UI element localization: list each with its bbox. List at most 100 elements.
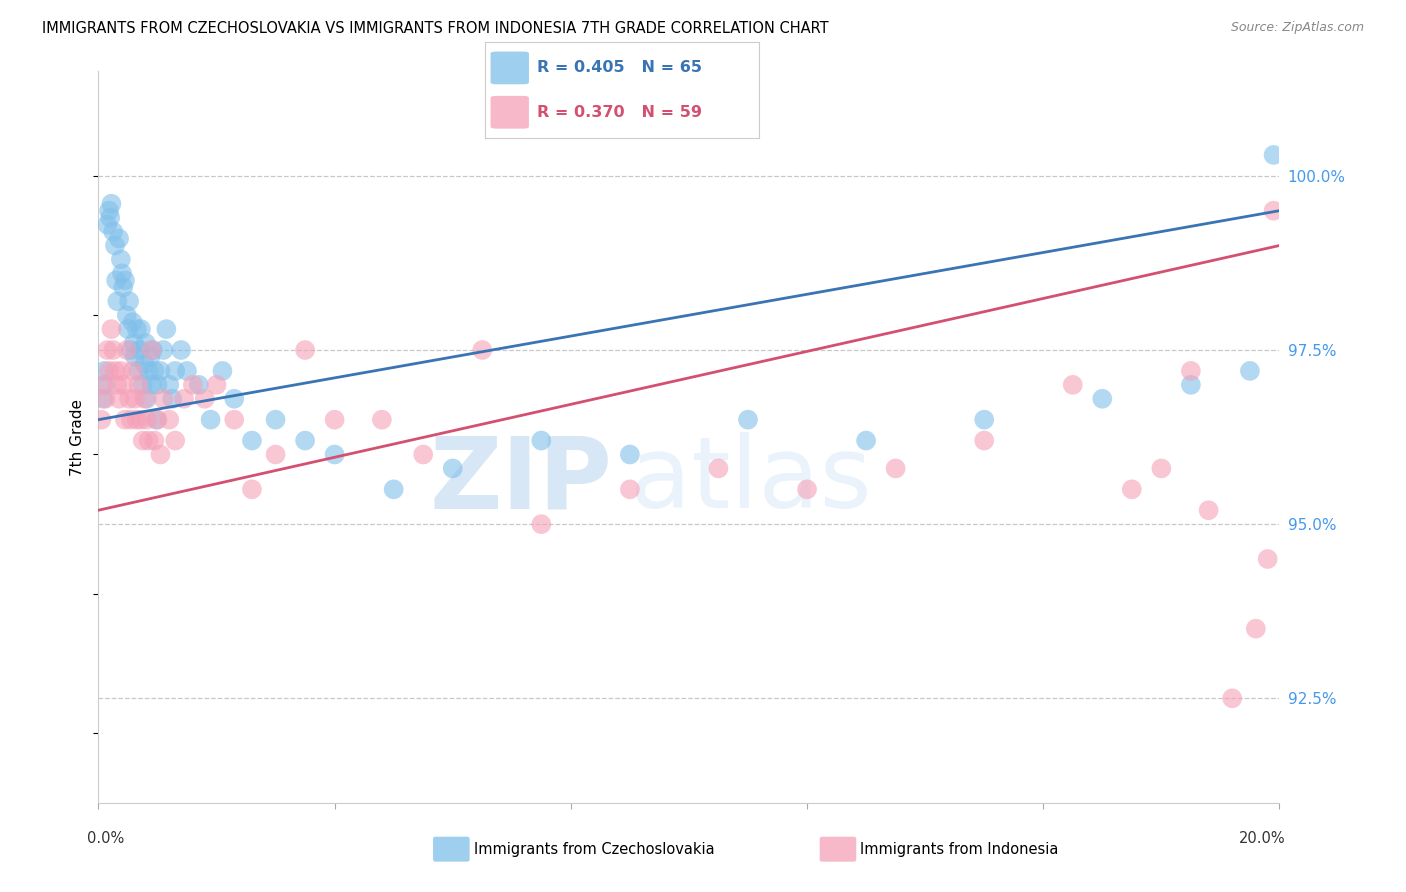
Point xyxy=(1062,377,1084,392)
Point xyxy=(176,364,198,378)
Text: R = 0.370   N = 59: R = 0.370 N = 59 xyxy=(537,104,702,120)
Point xyxy=(155,322,177,336)
Point xyxy=(96,343,118,357)
Point xyxy=(132,377,155,392)
Point xyxy=(1121,483,1143,497)
Point xyxy=(129,322,152,336)
Point xyxy=(1263,148,1285,162)
Point xyxy=(143,434,166,448)
Point xyxy=(796,483,818,497)
Point xyxy=(120,412,142,426)
Point xyxy=(737,412,759,426)
Point xyxy=(143,364,166,378)
Point xyxy=(157,377,180,392)
Point xyxy=(103,343,125,357)
Point xyxy=(152,343,174,357)
Point xyxy=(382,483,405,497)
Point xyxy=(707,461,730,475)
Point xyxy=(619,483,641,497)
Text: R = 0.405   N = 65: R = 0.405 N = 65 xyxy=(537,61,702,76)
Point xyxy=(141,343,163,357)
Point xyxy=(112,377,135,392)
Text: atlas: atlas xyxy=(630,433,872,530)
Point xyxy=(142,343,165,357)
Point xyxy=(170,343,193,357)
Point xyxy=(118,294,141,309)
Point xyxy=(104,238,127,252)
Point xyxy=(124,350,146,364)
Point xyxy=(412,448,434,462)
Point xyxy=(114,273,136,287)
Point xyxy=(94,377,117,392)
Text: IMMIGRANTS FROM CZECHOSLOVAKIA VS IMMIGRANTS FROM INDONESIA 7TH GRADE CORRELATIO: IMMIGRANTS FROM CZECHOSLOVAKIA VS IMMIGR… xyxy=(42,21,828,36)
Point xyxy=(135,412,157,426)
Point xyxy=(884,461,907,475)
Point xyxy=(138,364,160,378)
Point xyxy=(264,448,287,462)
Point xyxy=(194,392,217,406)
Point xyxy=(114,412,136,426)
Point xyxy=(294,343,316,357)
Point xyxy=(139,350,162,364)
Point xyxy=(108,392,131,406)
Point xyxy=(1263,203,1285,218)
Point xyxy=(129,412,152,426)
Point xyxy=(128,343,150,357)
Text: 0.0%: 0.0% xyxy=(87,831,124,847)
Point xyxy=(103,225,125,239)
Point xyxy=(91,392,114,406)
Point xyxy=(224,392,246,406)
Point xyxy=(146,377,169,392)
Point xyxy=(165,364,187,378)
Point xyxy=(149,448,172,462)
Point xyxy=(100,196,122,211)
Text: Immigrants from Indonesia: Immigrants from Indonesia xyxy=(860,842,1059,856)
Point xyxy=(128,377,150,392)
Point xyxy=(145,412,167,426)
Point xyxy=(132,434,155,448)
Point xyxy=(200,412,222,426)
Point xyxy=(1220,691,1243,706)
Point xyxy=(124,392,146,406)
Point xyxy=(108,231,131,245)
Point xyxy=(264,412,287,426)
Point xyxy=(110,364,132,378)
Point xyxy=(100,322,122,336)
Point xyxy=(112,280,135,294)
Point xyxy=(120,343,142,357)
Point xyxy=(141,377,163,392)
Point xyxy=(135,336,157,351)
Point xyxy=(619,448,641,462)
Point xyxy=(165,434,187,448)
Point xyxy=(135,392,157,406)
Point xyxy=(1150,461,1173,475)
Point xyxy=(855,434,877,448)
Point xyxy=(146,412,169,426)
Point xyxy=(105,377,128,392)
FancyBboxPatch shape xyxy=(491,52,529,85)
Point xyxy=(441,461,464,475)
Point xyxy=(1091,392,1114,406)
Point xyxy=(98,211,121,225)
Point xyxy=(118,392,141,406)
Text: ZIP: ZIP xyxy=(429,433,612,530)
Point xyxy=(224,412,246,426)
Point xyxy=(134,392,156,406)
Point xyxy=(94,392,117,406)
Y-axis label: 7th Grade: 7th Grade xyxy=(70,399,86,475)
Point xyxy=(90,412,112,426)
FancyBboxPatch shape xyxy=(491,95,529,128)
Point xyxy=(1180,377,1202,392)
Point xyxy=(173,392,195,406)
Point xyxy=(530,434,553,448)
Point xyxy=(187,377,209,392)
Text: Immigrants from Czechoslovakia: Immigrants from Czechoslovakia xyxy=(474,842,714,856)
Point xyxy=(93,364,115,378)
Point xyxy=(121,364,143,378)
Point xyxy=(104,364,127,378)
Point xyxy=(121,315,143,329)
Point xyxy=(105,273,128,287)
Point xyxy=(211,364,233,378)
Point xyxy=(125,322,148,336)
Point xyxy=(115,308,138,322)
